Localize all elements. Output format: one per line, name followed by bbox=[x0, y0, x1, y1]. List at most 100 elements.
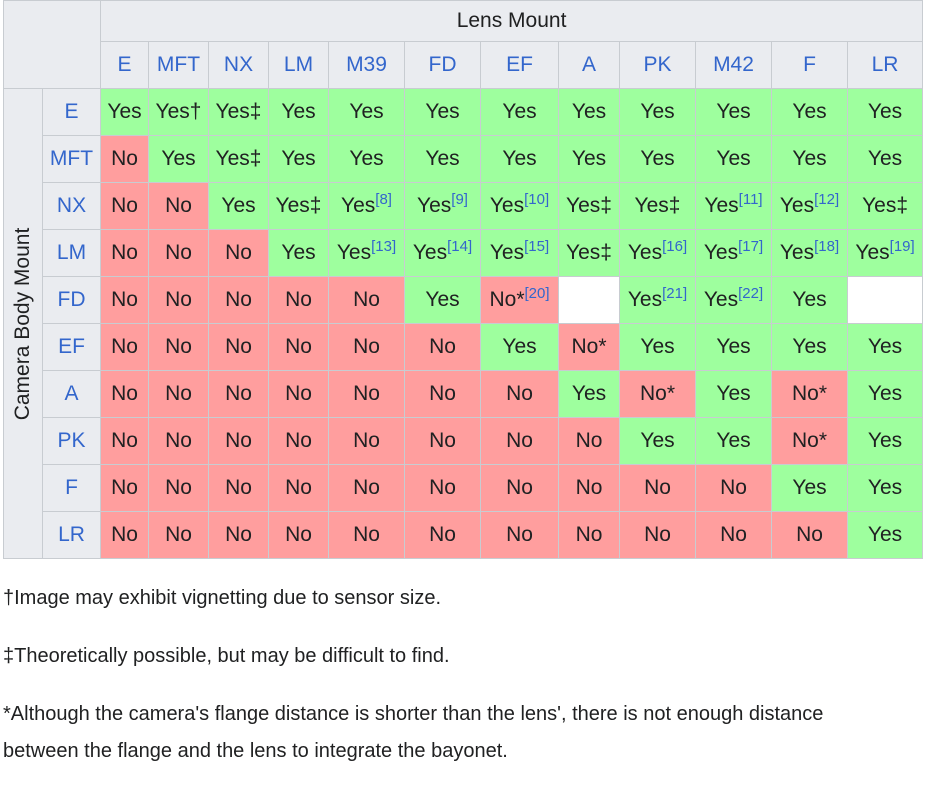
compat-cell-text: No bbox=[353, 335, 380, 358]
compat-cell-yes: Yes[12] bbox=[771, 182, 848, 230]
compat-cell-text: Yes bbox=[221, 194, 256, 217]
compat-cell-yes: Yes bbox=[480, 88, 559, 136]
compat-cell-text: Yes‡ bbox=[862, 194, 909, 217]
camera-body-header-mft[interactable]: MFT bbox=[42, 135, 101, 183]
reference-link[interactable]: [19] bbox=[889, 238, 915, 255]
compat-cell-text: No bbox=[111, 523, 138, 546]
lens-mount-header-m39[interactable]: M39 bbox=[328, 41, 405, 89]
reference-link[interactable]: [21] bbox=[662, 285, 688, 302]
lens-mount-header-a[interactable]: A bbox=[558, 41, 620, 89]
compat-cell-no: No bbox=[771, 511, 848, 559]
compat-cell-text: No bbox=[353, 288, 380, 311]
lens-mount-header-lr[interactable]: LR bbox=[846, 41, 924, 89]
compat-cell-no: No bbox=[148, 323, 209, 371]
reference-link[interactable]: [22] bbox=[738, 285, 764, 302]
camera-body-header-nx[interactable]: NX bbox=[42, 182, 101, 230]
compat-cell-no: No bbox=[404, 370, 481, 418]
compat-cell-text: No bbox=[285, 429, 312, 452]
camera-body-mount-title: Camera Body Mount bbox=[3, 88, 43, 559]
compat-cell-yes: Yes bbox=[619, 323, 696, 371]
compat-cell-no: No bbox=[100, 182, 149, 230]
reference-link[interactable]: [17] bbox=[738, 238, 764, 255]
table-row: F No No No No No No No No No No Yes Yes bbox=[4, 464, 924, 512]
compat-cell-text: No bbox=[111, 241, 138, 264]
lens-mount-header-pk[interactable]: PK bbox=[619, 41, 696, 89]
reference-link[interactable]: [9] bbox=[451, 191, 468, 208]
reference-link[interactable]: [13] bbox=[371, 238, 397, 255]
camera-body-header-pk[interactable]: PK bbox=[42, 417, 101, 465]
compat-cell-yes: Yes bbox=[846, 135, 924, 183]
compat-cell-no: No bbox=[100, 370, 149, 418]
lens-mount-header-ef[interactable]: EF bbox=[480, 41, 559, 89]
compat-cell-text: Yes bbox=[855, 241, 890, 264]
compat-cell-yes: Yes bbox=[208, 182, 269, 230]
compat-cell-text: Yes bbox=[349, 147, 384, 170]
compat-cell-text: Yes bbox=[792, 100, 827, 123]
camera-body-header-ef[interactable]: EF bbox=[42, 323, 101, 371]
compat-cell-text: No bbox=[165, 194, 192, 217]
compat-cell-text: No bbox=[111, 382, 138, 405]
camera-body-header-lr[interactable]: LR bbox=[42, 511, 101, 559]
reference-link[interactable]: [18] bbox=[814, 238, 840, 255]
reference-link[interactable]: [11] bbox=[738, 191, 763, 208]
compat-cell-yes: Yes bbox=[846, 464, 924, 512]
reference-link[interactable]: [12] bbox=[814, 191, 840, 208]
table-row: LM No No No Yes Yes[13] Yes[14] Yes[15] Yes‡ Yes[… bbox=[4, 229, 924, 277]
compat-cell-no: No bbox=[695, 511, 772, 559]
compat-cell-no: No bbox=[148, 370, 209, 418]
compat-cell-text: Yes bbox=[640, 100, 675, 123]
compat-cell-text: No bbox=[285, 476, 312, 499]
compat-cell-text: Yes bbox=[792, 476, 827, 499]
lens-mount-header-mft[interactable]: MFT bbox=[148, 41, 209, 89]
reference-link[interactable]: [10] bbox=[524, 191, 550, 208]
compat-cell-yes: Yes bbox=[268, 229, 329, 277]
compat-cell-text: No bbox=[285, 523, 312, 546]
compat-cell-yes: Yes‡ bbox=[846, 182, 924, 230]
reference-link[interactable]: [8] bbox=[375, 191, 392, 208]
reference-link[interactable]: [15] bbox=[524, 238, 550, 255]
lens-mount-header-lm[interactable]: LM bbox=[268, 41, 329, 89]
compat-cell-no: No bbox=[404, 464, 481, 512]
camera-body-header-f[interactable]: F bbox=[42, 464, 101, 512]
table-row: EF No No No No No No Yes No* Yes Yes Yes Yes bbox=[4, 323, 924, 371]
compat-cell-yes: Yes[11] bbox=[695, 182, 772, 230]
lens-mount-header-e[interactable]: E bbox=[100, 41, 149, 89]
compat-cell-yes: Yes bbox=[771, 323, 848, 371]
compat-cell-text: No bbox=[165, 429, 192, 452]
compat-cell-no: No* bbox=[558, 323, 620, 371]
compat-cell-yes: Yes bbox=[771, 464, 848, 512]
lens-mount-header-fd[interactable]: FD bbox=[404, 41, 481, 89]
compat-cell-text: Yes bbox=[341, 194, 376, 217]
compat-cell-no: No bbox=[480, 417, 559, 465]
camera-body-header-e[interactable]: E bbox=[42, 88, 101, 136]
compat-cell-no: No bbox=[148, 229, 209, 277]
camera-body-header-lm[interactable]: LM bbox=[42, 229, 101, 277]
compat-cell-no: No bbox=[208, 464, 269, 512]
compat-cell-yes: Yes bbox=[148, 135, 209, 183]
reference-link[interactable]: [20] bbox=[524, 285, 550, 302]
compat-cell-text: No bbox=[165, 523, 192, 546]
compat-cell-yes: Yes bbox=[846, 417, 924, 465]
compat-cell-yes: Yes‡ bbox=[208, 135, 269, 183]
compat-cell-no: No bbox=[148, 182, 209, 230]
compat-cell-yes: Yes† bbox=[148, 88, 209, 136]
lens-mount-header-nx[interactable]: NX bbox=[208, 41, 269, 89]
compat-cell-text: No bbox=[720, 523, 747, 546]
compat-cell-no: No bbox=[558, 464, 620, 512]
compat-cell-no: No bbox=[328, 276, 405, 324]
compat-cell-no: No bbox=[619, 464, 696, 512]
compat-cell-yes: Yes[21] bbox=[619, 276, 696, 324]
camera-body-header-a[interactable]: A bbox=[42, 370, 101, 418]
compat-cell-yes: Yes bbox=[695, 88, 772, 136]
camera-body-header-fd[interactable]: FD bbox=[42, 276, 101, 324]
reference-link[interactable]: [14] bbox=[447, 238, 473, 255]
compat-cell-text: Yes† bbox=[155, 100, 202, 123]
lens-mount-header-m42[interactable]: M42 bbox=[695, 41, 772, 89]
compat-cell-yes: Yes bbox=[404, 135, 481, 183]
reference-link[interactable]: [16] bbox=[662, 238, 688, 255]
lens-mount-header-f[interactable]: F bbox=[771, 41, 848, 89]
compat-cell-yes: Yes[8] bbox=[328, 182, 405, 230]
compat-cell-yes: Yes[17] bbox=[695, 229, 772, 277]
compat-cell-text: Yes‡ bbox=[215, 100, 262, 123]
compat-cell-text: No bbox=[429, 523, 456, 546]
